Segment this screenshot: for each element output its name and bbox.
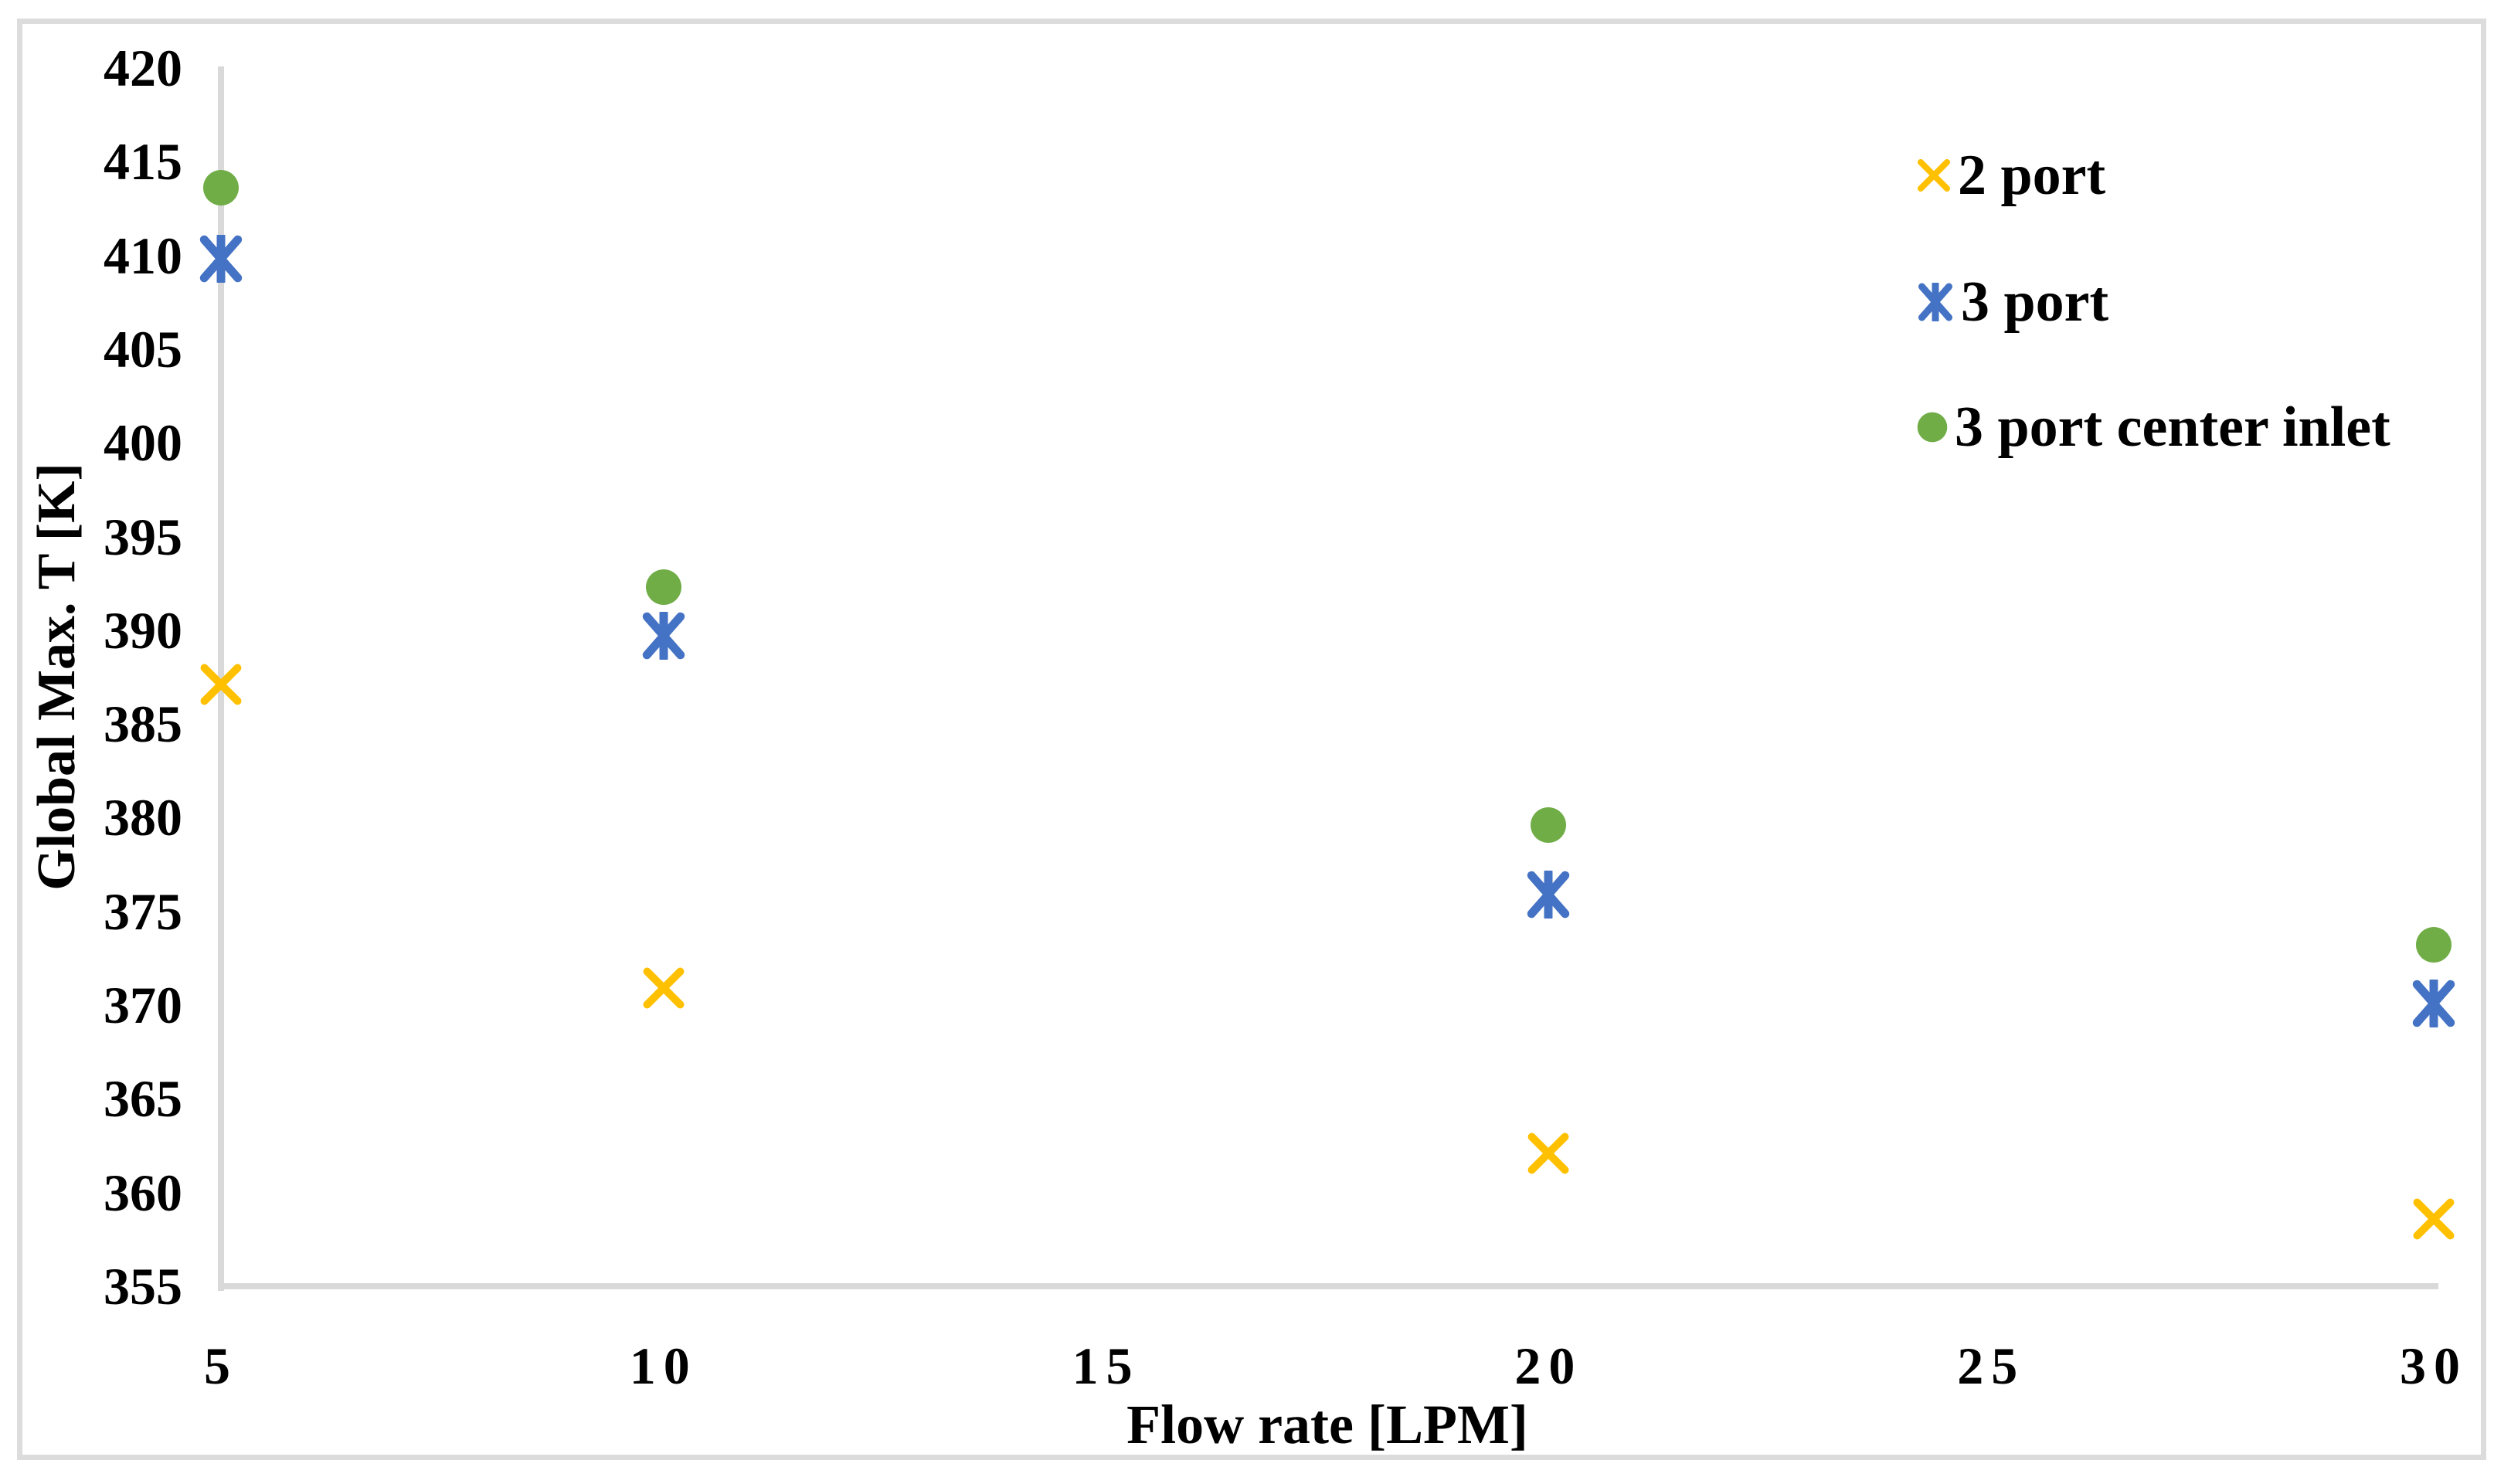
- data-point-marker: [641, 966, 686, 1010]
- y-tick-label: 360: [104, 1163, 182, 1222]
- x-axis-line: [218, 1283, 2438, 1289]
- data-point-marker: [644, 568, 683, 606]
- legend-item: 3 port center inlet: [1916, 385, 2390, 470]
- x-tick-label: 10: [629, 1336, 698, 1395]
- circle-marker-icon: [2416, 927, 2452, 963]
- data-point-marker: [202, 168, 240, 207]
- y-tick-label: 405: [104, 319, 182, 379]
- legend-marker: [1916, 283, 1955, 321]
- x-tick-label: 15: [1072, 1336, 1140, 1395]
- legend-marker: [1916, 411, 1949, 443]
- y-axis-line: [218, 66, 224, 1291]
- asterisk-marker-icon: [2412, 979, 2455, 1027]
- y-tick-label: 420: [104, 39, 182, 97]
- x-marker-icon: [200, 664, 242, 705]
- x-tick-label: 25: [1957, 1336, 2026, 1395]
- data-point-marker: [1526, 1131, 1571, 1176]
- y-tick-label: 370: [104, 976, 182, 1035]
- asterisk-marker-icon: [199, 235, 243, 284]
- asterisk-marker-icon: [1527, 870, 1570, 919]
- legend-label: 3 port: [1961, 270, 2109, 334]
- data-point-marker: [199, 662, 243, 707]
- y-tick-label: 375: [104, 881, 182, 941]
- x-marker-icon: [2413, 1198, 2455, 1240]
- data-point-marker: [2411, 1197, 2456, 1241]
- y-tick-label: 395: [104, 507, 182, 566]
- chart-border-frame: [17, 19, 2486, 1460]
- circle-marker-icon: [1917, 412, 1948, 443]
- y-tick-label: 380: [104, 788, 182, 847]
- y-tick-label: 385: [104, 694, 182, 754]
- y-tick-label: 390: [104, 600, 182, 660]
- y-tick-label: 400: [104, 413, 182, 473]
- legend-marker: [1916, 158, 1952, 193]
- x-marker-icon: [1527, 1133, 1569, 1174]
- circle-marker-icon: [1531, 807, 1567, 844]
- y-tick-label: 415: [104, 132, 182, 192]
- data-point-marker: [1524, 870, 1572, 919]
- data-point-marker: [197, 235, 245, 284]
- y-tick-label: 355: [104, 1257, 182, 1316]
- data-point-marker: [2410, 979, 2458, 1027]
- y-tick-label: 410: [104, 226, 182, 285]
- x-tick-label: 30: [2400, 1336, 2468, 1395]
- x-axis-title: Flow rate [LPM]: [1126, 1394, 1528, 1455]
- legend-label: 3 port center inlet: [1955, 396, 2390, 459]
- legend-item: 2 port: [1916, 133, 2105, 218]
- circle-marker-icon: [203, 170, 239, 206]
- asterisk-marker-icon: [1918, 283, 1952, 321]
- data-point-marker: [640, 612, 688, 660]
- data-point-marker: [1529, 806, 1568, 844]
- y-tick-label: 365: [104, 1069, 182, 1129]
- x-marker-icon: [643, 967, 685, 1009]
- x-marker-icon: [1917, 158, 1951, 192]
- legend-label: 2 port: [1958, 144, 2106, 207]
- x-tick-label: 20: [1514, 1336, 1583, 1395]
- legend-item: 3 port: [1916, 260, 2108, 345]
- data-point-marker: [2414, 925, 2453, 964]
- asterisk-marker-icon: [642, 612, 685, 660]
- circle-marker-icon: [645, 569, 681, 606]
- x-tick-label: 5: [204, 1336, 238, 1395]
